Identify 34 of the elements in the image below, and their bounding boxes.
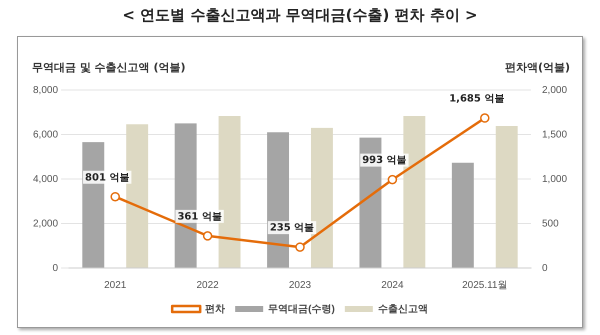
legend-label: 수출신고액: [378, 304, 428, 315]
y-axis-title: 무역대금 및 수출신고액 (억불): [32, 60, 186, 75]
x-tick-label: 2025.11월: [462, 280, 508, 291]
x-tick-label: 2024: [381, 280, 404, 291]
y2-axis-title: 편차액(억불): [504, 60, 570, 75]
point: [110, 192, 120, 202]
y-tick-label: 0: [52, 262, 58, 274]
point: [480, 113, 490, 123]
data-label: 1,685 억불: [449, 94, 504, 105]
bar: [452, 162, 474, 268]
y-tick-label: 8,000: [32, 84, 58, 96]
point: [388, 174, 398, 184]
bar: [174, 123, 197, 268]
legend-label: 무역대금(수령): [268, 304, 335, 315]
y2-tick-label: 500: [542, 218, 560, 230]
point: [295, 242, 305, 252]
data-label: 235 억불: [270, 222, 314, 234]
y2-tick-label: 1,000: [542, 174, 568, 185]
data-label: 993 억불: [362, 155, 407, 166]
y2-tick-label: 0: [542, 262, 548, 274]
y2-tick-label: 2,000: [542, 84, 568, 96]
legend-label: 편차: [205, 304, 226, 315]
x-tick-label: 2023: [288, 280, 312, 291]
y-tick-label: 4,000: [32, 174, 58, 185]
data-label: 361 억불: [177, 211, 222, 222]
x-tick-label: 2021: [104, 280, 127, 291]
y-tick-label: 2,000: [32, 218, 58, 230]
bar: [496, 126, 518, 268]
data-label: 801 억불: [85, 172, 130, 184]
x-tick-label: 2022: [196, 280, 220, 291]
chart-title: < 연도별 수출신고액과 무역대금(수출) 편차 추이 >: [121, 6, 479, 25]
point: [202, 231, 212, 241]
y-tick-label: 6,000: [32, 129, 58, 140]
y2-tick-label: 1,500: [542, 129, 568, 140]
